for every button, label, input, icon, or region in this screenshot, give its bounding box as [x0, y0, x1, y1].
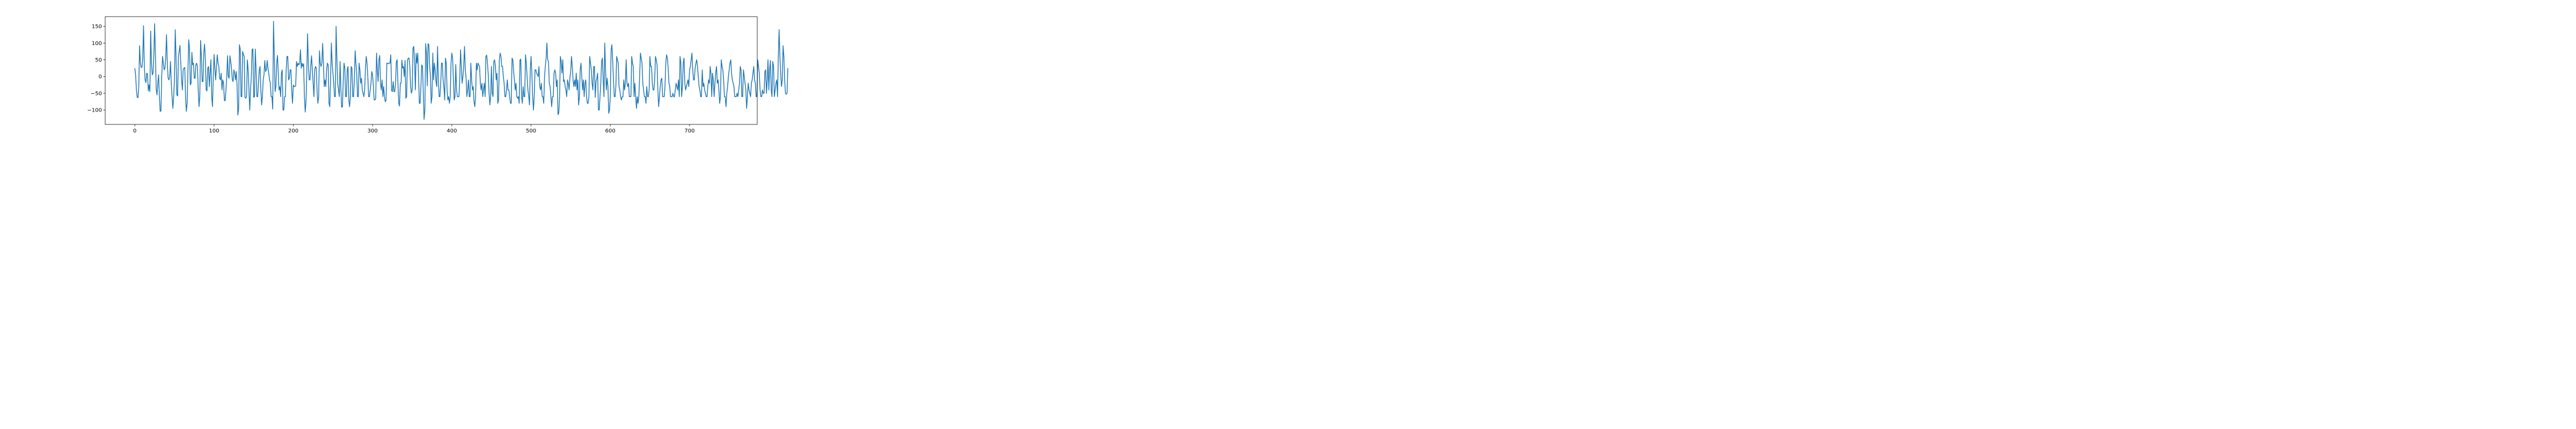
line-chart: 0 100 200 300 400 500 600 700 −100 −50 0 50 100 150	[0, 0, 841, 142]
x-tick-label: 600	[605, 128, 616, 134]
y-tick-label: 150	[92, 24, 102, 30]
y-tick-label: 100	[92, 41, 102, 47]
x-tick-label: 500	[526, 128, 536, 134]
x-tick-label: 400	[447, 128, 457, 134]
y-tick-label: 50	[95, 57, 102, 63]
x-tick-label: 200	[288, 128, 298, 134]
x-tick-label: 700	[684, 128, 694, 134]
y-tick-label: 0	[99, 74, 102, 80]
series-line-0	[134, 20, 788, 120]
x-tick-label: 300	[368, 128, 378, 134]
y-tick-label: −100	[87, 108, 102, 114]
plot-area: 0 100 200 300 400 500 600 700 −100 −50 0 50 100 150	[87, 16, 788, 134]
axes-frame	[105, 16, 758, 125]
y-tick-label: −50	[91, 91, 102, 97]
x-tick-label: 0	[133, 128, 136, 134]
x-tick-label: 100	[209, 128, 219, 134]
figure-background	[0, 0, 841, 142]
